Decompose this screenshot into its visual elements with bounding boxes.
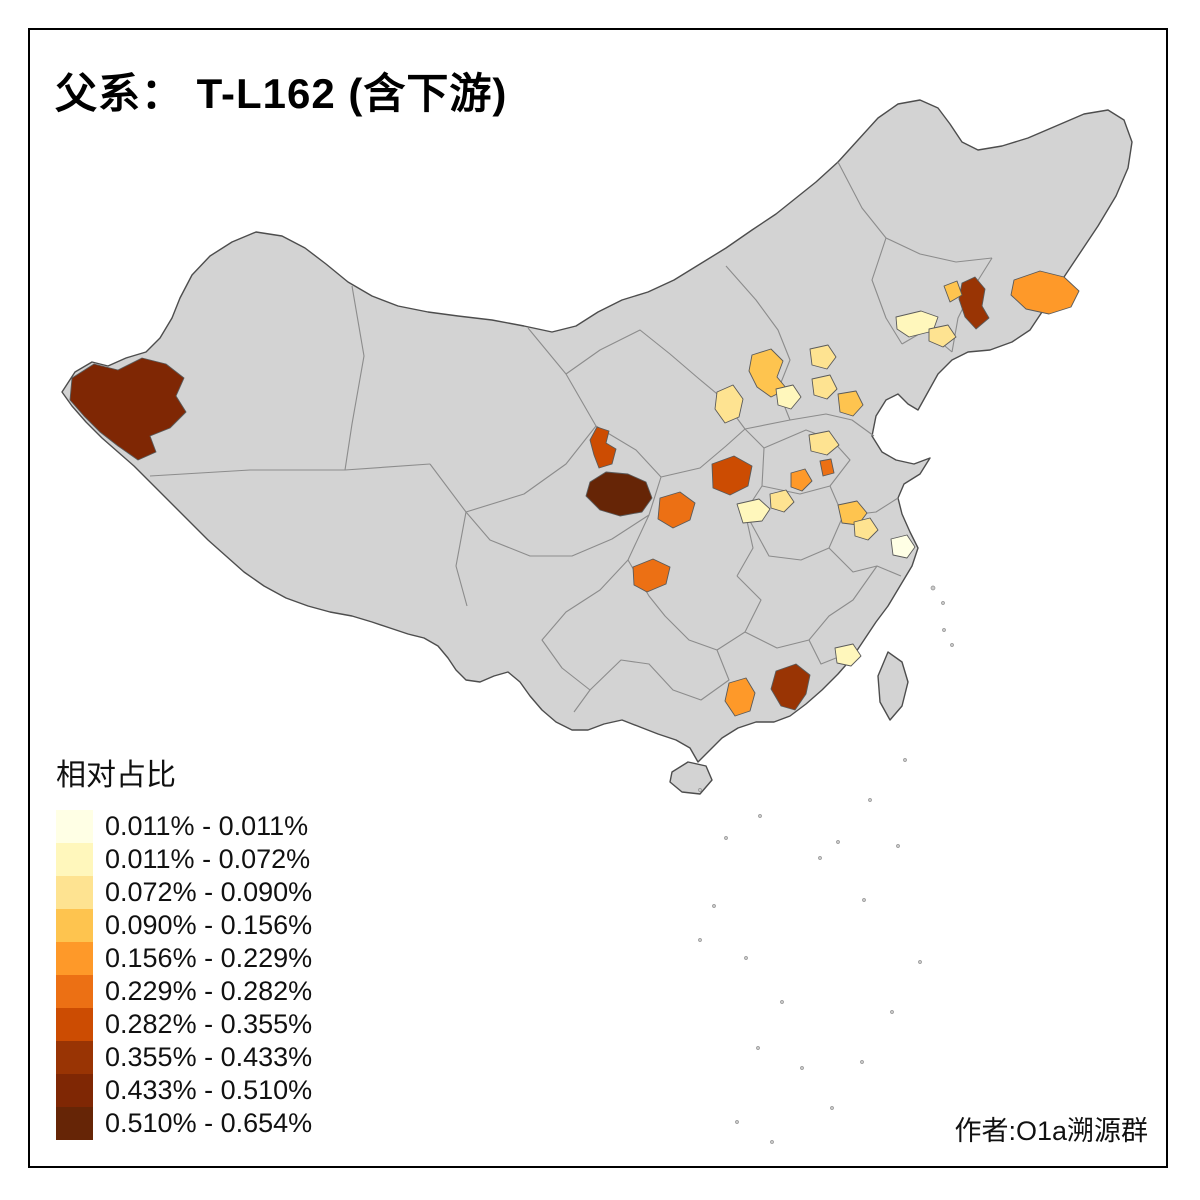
island-dot bbox=[712, 904, 716, 908]
map-region bbox=[890, 534, 916, 559]
legend-swatch bbox=[56, 975, 93, 1008]
highlighted-regions bbox=[69, 270, 1080, 717]
map-region bbox=[632, 558, 671, 593]
legend-label: 0.156% - 0.229% bbox=[105, 943, 313, 973]
legend-item: 0.090% - 0.156% bbox=[56, 909, 312, 942]
legend-label: 0.090% - 0.156% bbox=[105, 910, 313, 940]
map-region bbox=[657, 491, 696, 529]
island-dot bbox=[836, 840, 840, 844]
island-dot bbox=[918, 960, 922, 964]
island-dot bbox=[830, 1106, 834, 1110]
map-region bbox=[834, 643, 862, 667]
island-dot bbox=[818, 856, 822, 860]
map-region bbox=[943, 280, 963, 303]
island-dot bbox=[800, 1066, 804, 1070]
map-region bbox=[928, 324, 957, 348]
page-title: 父系： T-L162 (含下游) bbox=[55, 70, 508, 117]
island-dot bbox=[756, 1046, 760, 1050]
island-dot bbox=[862, 898, 866, 902]
legend-label: 0.433% - 0.510% bbox=[105, 1075, 313, 1105]
island-dot bbox=[744, 956, 748, 960]
legend-label: 0.510% - 0.654% bbox=[105, 1108, 313, 1138]
map-region bbox=[837, 390, 864, 417]
map-region bbox=[714, 384, 744, 424]
legend-label: 0.229% - 0.282% bbox=[105, 976, 313, 1006]
island-dot bbox=[770, 1140, 774, 1144]
legend-swatch bbox=[56, 1041, 93, 1074]
legend-item: 0.229% - 0.282% bbox=[56, 975, 312, 1008]
legend-swatch bbox=[56, 876, 93, 909]
map-region bbox=[775, 384, 802, 410]
map-region bbox=[1010, 270, 1080, 315]
island-dot bbox=[930, 585, 936, 591]
legend-items: 0.011% - 0.011% 0.011% - 0.072% 0.072% - 0… bbox=[56, 810, 312, 1140]
map-region bbox=[711, 455, 753, 496]
legend-item: 0.156% - 0.229% bbox=[56, 942, 312, 975]
small-islands bbox=[698, 585, 954, 1144]
island-dot bbox=[698, 938, 702, 942]
island-dot bbox=[942, 628, 946, 632]
legend-label: 0.355% - 0.433% bbox=[105, 1042, 313, 1072]
map-region bbox=[958, 276, 990, 330]
legend-swatch bbox=[56, 942, 93, 975]
map-region bbox=[724, 677, 756, 717]
island-dot bbox=[780, 1000, 784, 1004]
legend-swatch bbox=[56, 843, 93, 876]
map-region bbox=[770, 663, 811, 711]
legend-title: 相对占比 bbox=[56, 759, 176, 792]
map-region bbox=[589, 426, 617, 469]
map-region bbox=[819, 458, 835, 477]
island-dot bbox=[950, 643, 954, 647]
legend-item: 0.011% - 0.011% bbox=[56, 810, 312, 843]
legend-swatch bbox=[56, 1008, 93, 1041]
legend-label: 0.282% - 0.355% bbox=[105, 1009, 313, 1039]
legend-label: 0.072% - 0.090% bbox=[105, 877, 313, 907]
legend-item: 0.355% - 0.433% bbox=[56, 1041, 312, 1074]
legend-label: 0.011% - 0.072% bbox=[105, 844, 311, 874]
island-dot bbox=[903, 758, 907, 762]
island-dot bbox=[890, 1010, 894, 1014]
legend-item: 0.072% - 0.090% bbox=[56, 876, 312, 909]
map-region bbox=[809, 344, 837, 370]
legend-item: 0.282% - 0.355% bbox=[56, 1008, 312, 1041]
legend-swatch bbox=[56, 1074, 93, 1107]
legend: 相对占比 0.011% - 0.011% 0.011% - 0.072% 0.072… bbox=[56, 750, 312, 1140]
map-region bbox=[769, 489, 795, 513]
hainan-island bbox=[669, 761, 713, 795]
island-dot bbox=[724, 836, 728, 840]
province-borders bbox=[149, 161, 993, 713]
legend-swatch bbox=[56, 810, 93, 843]
island-dot bbox=[896, 844, 900, 848]
map-region bbox=[853, 517, 879, 541]
map-region bbox=[808, 430, 840, 456]
taiwan-island bbox=[877, 651, 909, 721]
legend-swatch bbox=[56, 909, 93, 942]
island-dot bbox=[758, 814, 762, 818]
map-region bbox=[736, 498, 771, 524]
map-region bbox=[837, 500, 868, 526]
island-dot bbox=[868, 798, 872, 802]
island-dot bbox=[860, 1060, 864, 1064]
legend-label: 0.011% - 0.011% bbox=[105, 811, 309, 841]
legend-item: 0.433% - 0.510% bbox=[56, 1074, 312, 1107]
legend-swatch bbox=[56, 1107, 93, 1140]
island-dot bbox=[735, 1120, 739, 1124]
author-credit: 作者:O1a溯源群 bbox=[954, 1116, 1148, 1146]
map-region bbox=[585, 471, 653, 517]
legend-item: 0.011% - 0.072% bbox=[56, 843, 312, 876]
map-region bbox=[811, 374, 838, 400]
map-region bbox=[69, 357, 187, 461]
legend-item: 0.510% - 0.654% bbox=[56, 1107, 312, 1140]
map-region bbox=[790, 468, 813, 492]
island-dot bbox=[698, 788, 702, 792]
island-dot bbox=[941, 601, 945, 605]
